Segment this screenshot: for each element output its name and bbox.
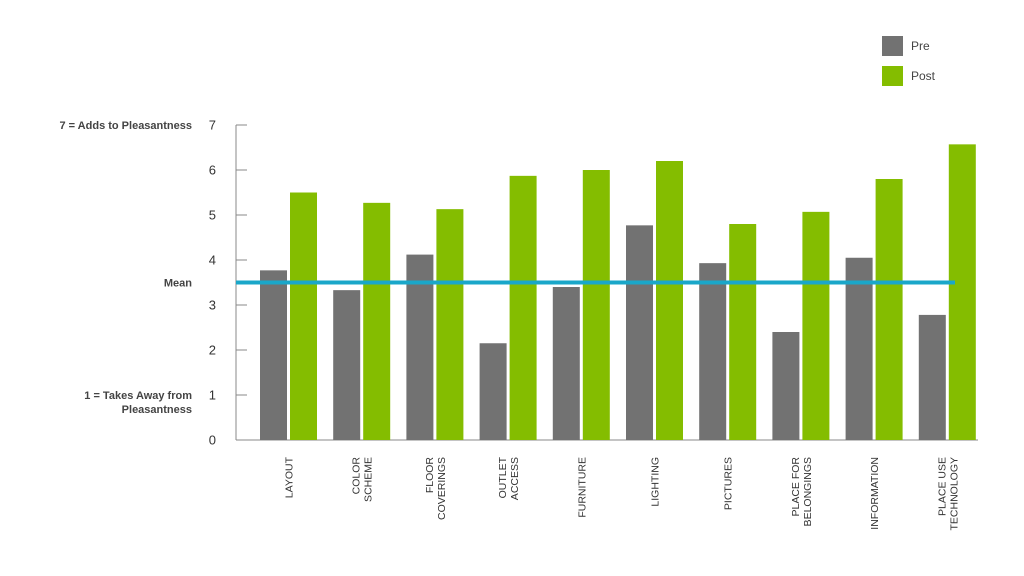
bars <box>260 144 976 440</box>
y-tick-label: 1 <box>209 388 216 403</box>
legend: Pre Post <box>882 36 936 86</box>
y-tick-label: 7 <box>209 118 216 133</box>
category-label: PLACE USE TECHNOLOGY <box>936 457 960 531</box>
category-label-line: TECHNOLOGY <box>948 457 960 531</box>
category-label: OUTLET ACCESS <box>497 456 521 500</box>
category-label-line: FLOOR <box>424 457 436 494</box>
bar-pre-2 <box>333 290 361 440</box>
bar-pre-5 <box>552 287 580 440</box>
category-label-line: SCHEME <box>363 457 375 502</box>
mean-line-group: Mean <box>164 278 955 290</box>
bar-post-2 <box>363 202 391 440</box>
y-tick-label: 5 <box>209 208 216 223</box>
bar-post-1 <box>290 192 317 440</box>
category-label-line: PLACE USE <box>936 457 948 516</box>
category-label-line: OUTLET <box>497 456 509 498</box>
mean-label: Mean <box>164 278 192 290</box>
y-annotation-label: 1 = Takes Away from <box>84 390 192 402</box>
category-label: PLACE FOR BELONGINGS <box>790 457 814 527</box>
category-label-line: LAYOUT <box>284 456 296 498</box>
y-annotation-label: 7 = Adds to Pleasantness <box>59 120 192 132</box>
category-label: LAYOUT <box>284 456 296 498</box>
category-label-line: INFORMATION <box>869 457 881 530</box>
category-label: PICTURES <box>723 457 735 510</box>
category-label-line: LIGHTING <box>650 457 662 507</box>
y-annotations: 7 = Adds to Pleasantness 1 = Takes Away f… <box>59 120 192 416</box>
legend-label-pre: Pre <box>911 39 930 53</box>
y-tick-label: 4 <box>209 253 216 268</box>
category-label: FURNITURE <box>576 457 588 518</box>
bar-post-10 <box>948 144 976 440</box>
bar-pre-4 <box>479 343 507 440</box>
category-label-line: BELONGINGS <box>802 457 814 526</box>
bar-post-9 <box>875 179 903 440</box>
bar-pre-7 <box>699 263 727 440</box>
bar-post-5 <box>582 170 610 440</box>
bar-pre-10 <box>918 314 946 440</box>
bar-pre-9 <box>845 257 873 440</box>
y-tick-label: 0 <box>209 433 216 448</box>
y-tick-label: 2 <box>209 343 216 358</box>
bar-pre-6 <box>626 225 653 440</box>
bar-pre-1 <box>260 270 287 440</box>
bar-post-3 <box>436 209 464 440</box>
y-tick-label: 3 <box>209 298 216 313</box>
category-label-line: PICTURES <box>723 457 735 510</box>
bar-post-8 <box>802 211 830 440</box>
y-annotation-label: Pleasantness <box>122 404 192 416</box>
category-label-line: COVERINGS <box>436 457 448 520</box>
category-label: INFORMATION <box>869 457 881 530</box>
bar-pre-3 <box>406 254 434 440</box>
category-label-line: FURNITURE <box>576 457 588 518</box>
category-label: LIGHTING <box>650 457 662 507</box>
category-label: COLOR SCHEME <box>351 457 375 502</box>
legend-swatch-post <box>882 66 903 86</box>
legend-swatch-pre <box>882 36 903 56</box>
bar-post-7 <box>729 224 757 440</box>
category-label-line: COLOR <box>351 457 363 495</box>
bar-post-4 <box>509 175 537 440</box>
category-label: FLOOR COVERINGS <box>424 457 448 520</box>
y-tick-label: 6 <box>209 163 216 178</box>
bar-post-6 <box>656 161 683 440</box>
bar-pre-8 <box>772 332 800 440</box>
category-labels: LAYOUT COLOR SCHEME FLOOR COVERINGS OUTLET ACC… <box>284 456 961 530</box>
category-label-line: ACCESS <box>509 457 521 500</box>
category-label-line: PLACE FOR <box>790 457 802 517</box>
legend-label-post: Post <box>911 69 936 83</box>
